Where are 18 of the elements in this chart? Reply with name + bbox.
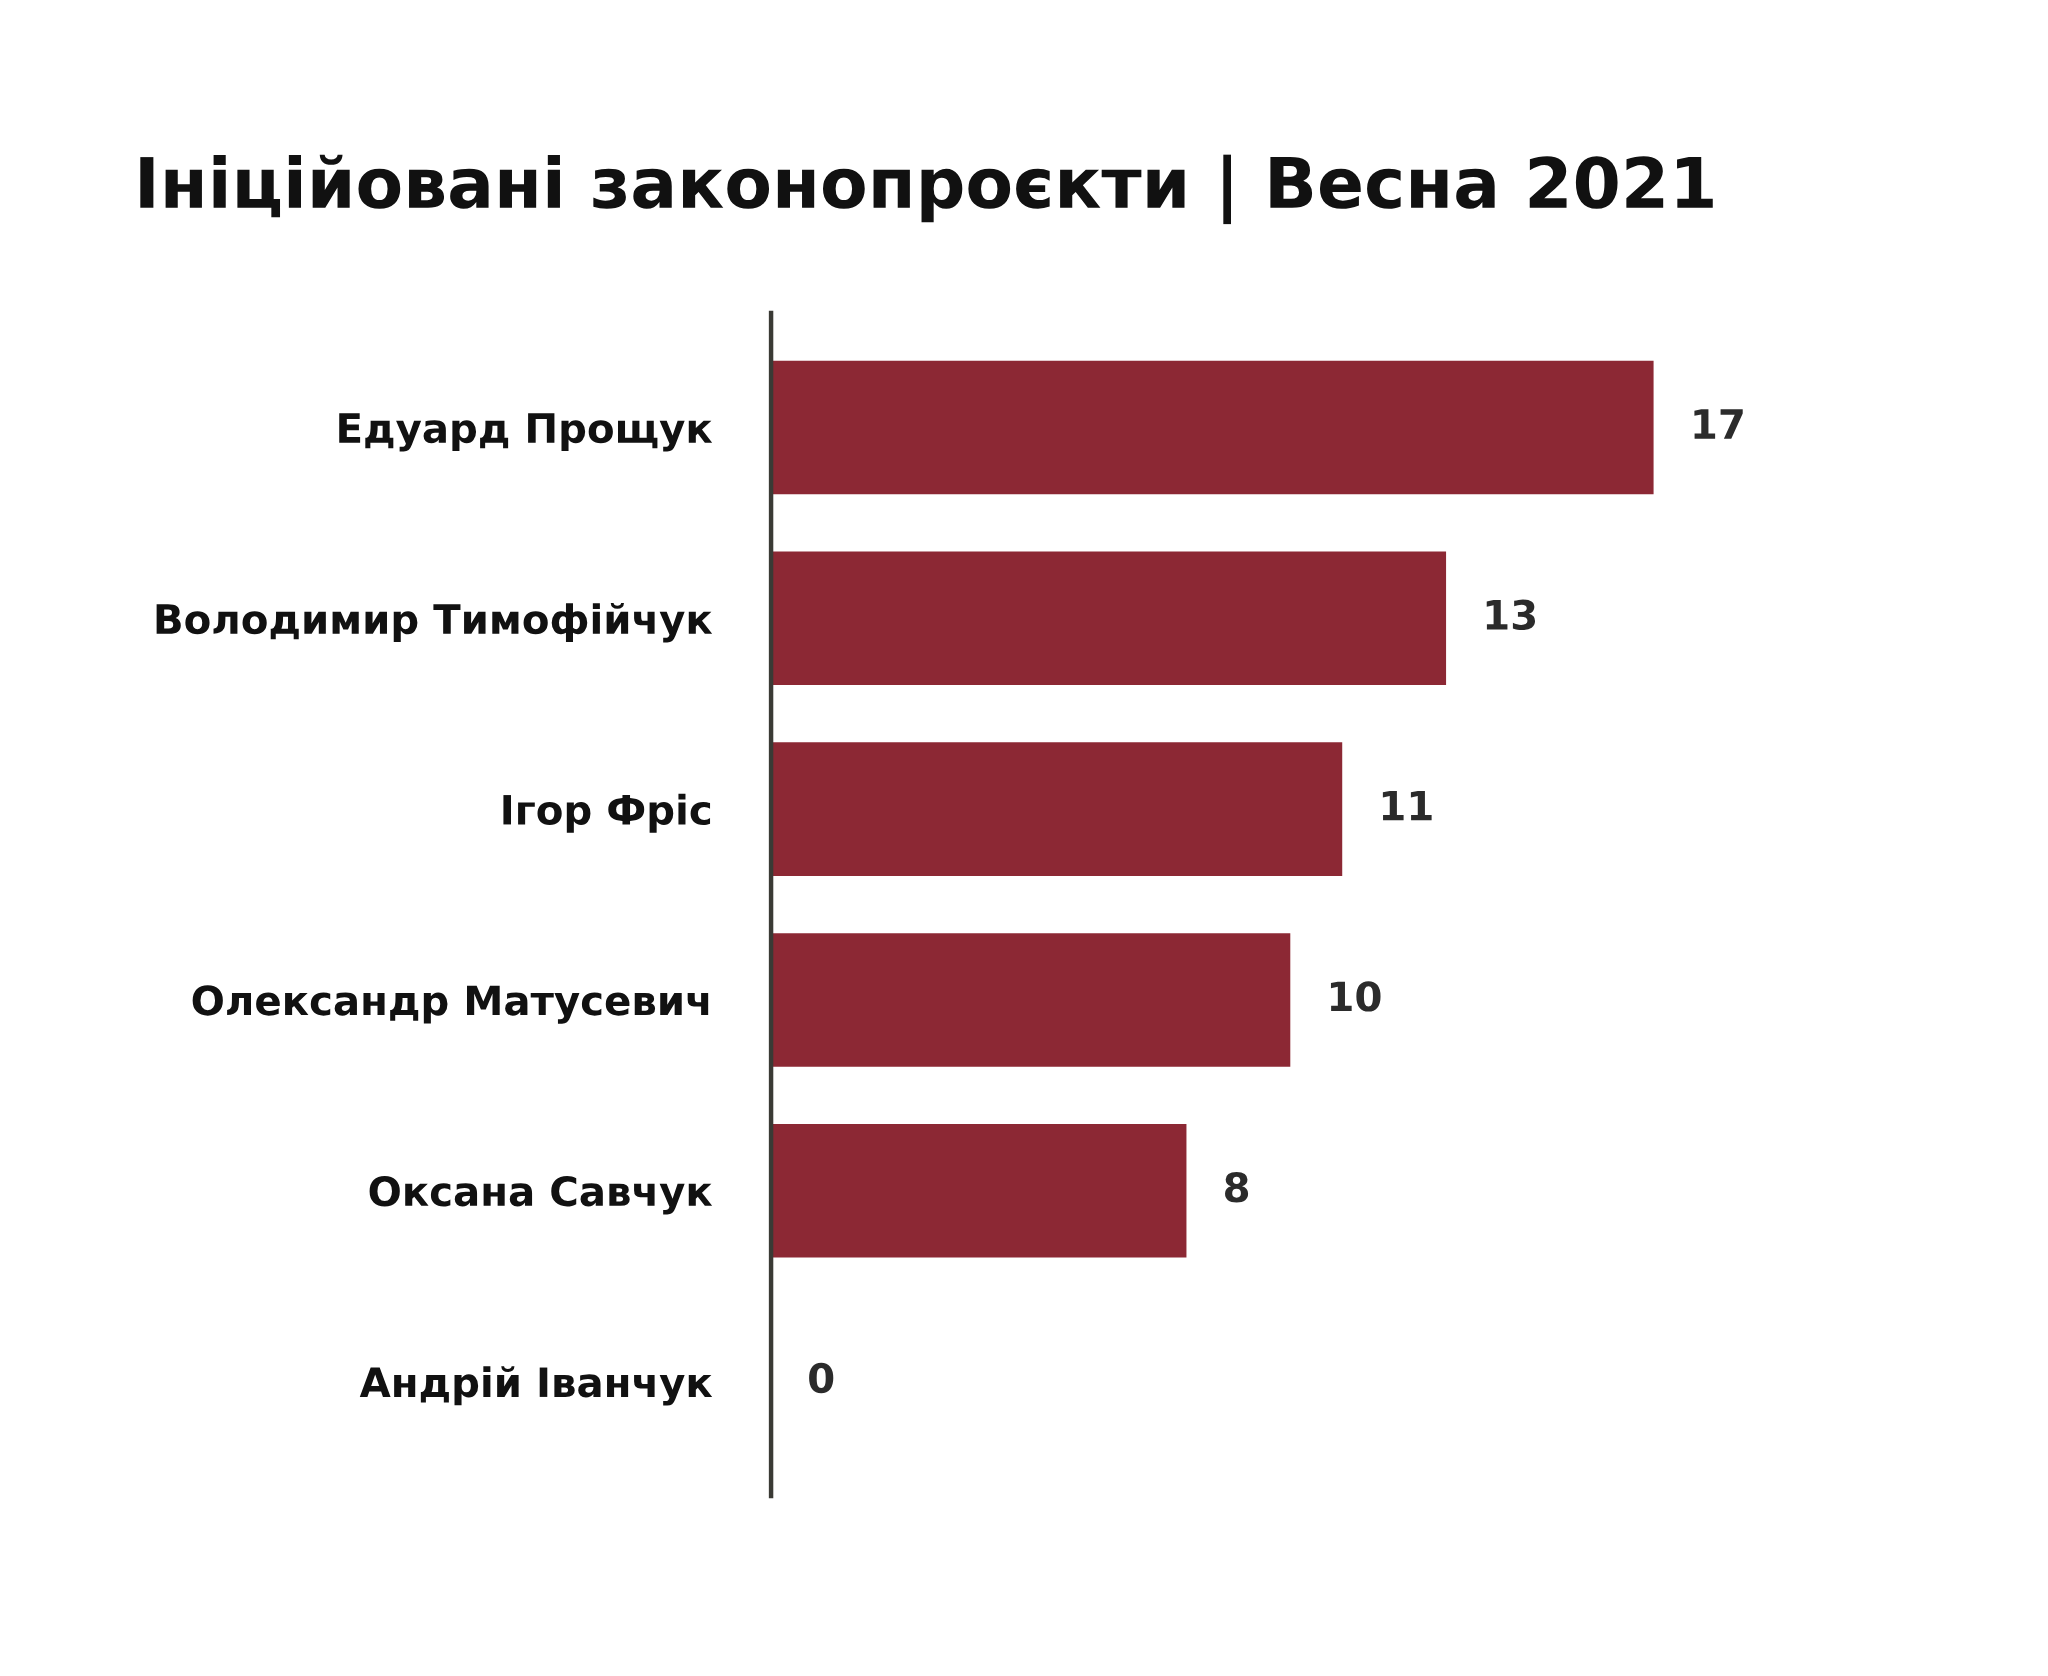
y-tick-label: Андрій Іванчук [359, 1366, 713, 1406]
bar [771, 933, 1291, 1067]
bar [771, 1123, 1187, 1258]
y-tick-label: Едуард Прощук [339, 413, 713, 452]
chart-title: Ініційовані законопроєкти | Весна 2021 [140, 154, 1713, 225]
data-label: 0 [809, 1362, 834, 1394]
y-tick-label: Володимир Тимофійчук [156, 602, 713, 643]
y-tick-label: Оксана Савчук [369, 1175, 713, 1215]
data-label: 11 [1382, 790, 1432, 821]
data-label: 10 [1330, 981, 1381, 1012]
bar [771, 742, 1343, 876]
bar [771, 360, 1654, 495]
data-label: 8 [1225, 1171, 1249, 1203]
data-label: 13 [1486, 599, 1536, 631]
bar [771, 551, 1447, 686]
data-label: 17 [1694, 409, 1743, 439]
y-tick-label: Олександр Матусевич [192, 985, 709, 1024]
y-tick-label: Ігор Фріс [503, 793, 711, 833]
